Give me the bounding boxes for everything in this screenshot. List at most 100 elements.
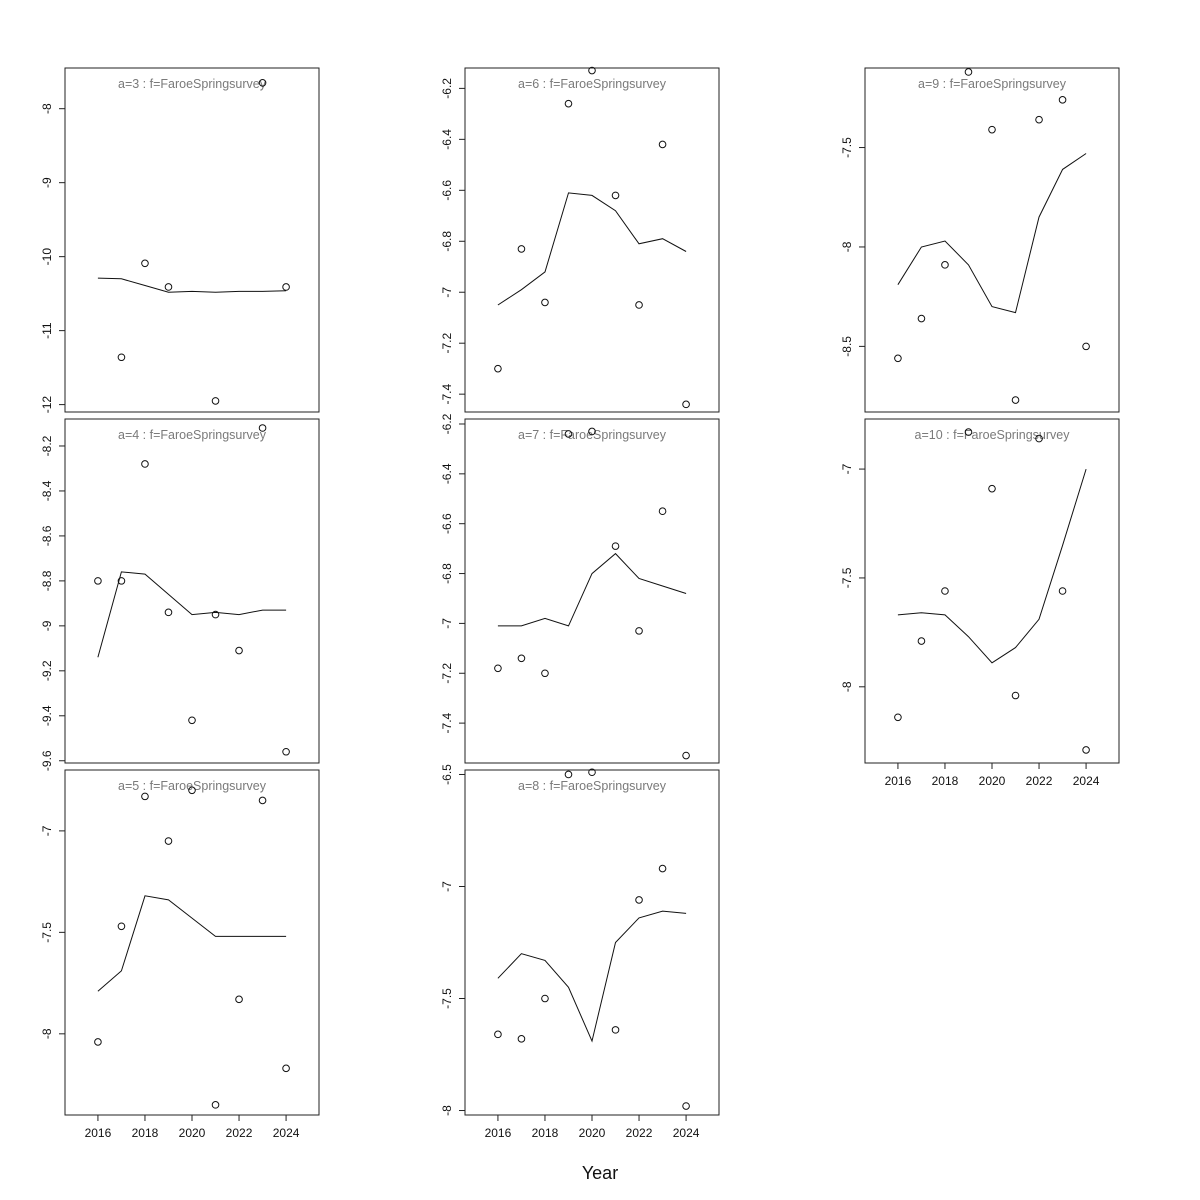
panel-title: a=9 : f=FaroeSpringsurvey xyxy=(918,77,1067,91)
observed-point xyxy=(282,283,290,291)
observed-point xyxy=(988,484,996,493)
y-tick-label: -7.5 xyxy=(40,922,54,943)
panel-7: a=9 : f=FaroeSpringsurvey -8.5 -8 -7.5 xyxy=(840,67,1120,413)
panel-title: a=4 : f=FaroeSpringsurvey xyxy=(118,428,267,442)
observed-point xyxy=(141,792,149,801)
x-tick-label: 2016 xyxy=(485,1126,512,1140)
fitted-line xyxy=(97,895,287,992)
y-tick-label: -7 xyxy=(440,881,454,892)
y-tick-label: -8.5 xyxy=(840,336,854,357)
y-tick-label: -6.6 xyxy=(440,513,454,534)
observed-point xyxy=(588,427,596,436)
y-tick-label: -7.2 xyxy=(440,663,454,684)
y-tick-label: -12 xyxy=(40,396,54,414)
panel-1: a=3 : f=FaroeSpringsurvey -12 -11 -10 -9 -8 xyxy=(40,67,320,414)
x-tick-label: 2022 xyxy=(626,1126,653,1140)
y-tick-label: -8.6 xyxy=(40,525,54,546)
observed-point xyxy=(917,314,926,323)
panel-frame xyxy=(464,769,720,1116)
observed-point xyxy=(258,78,267,87)
observed-point xyxy=(282,747,290,756)
observed-point xyxy=(211,610,220,619)
panel-frame xyxy=(464,67,720,413)
observed-point xyxy=(1058,96,1067,104)
observed-point xyxy=(141,259,149,268)
panel-frame xyxy=(864,418,1120,764)
y-tick-label: -8 xyxy=(40,103,54,114)
x-tick-label: 2022 xyxy=(226,1126,253,1140)
y-tick-label: -7 xyxy=(440,287,454,298)
observed-point xyxy=(164,837,173,845)
y-tick-label: -9 xyxy=(40,620,54,631)
y-tick-label: -7.5 xyxy=(840,567,854,588)
panel-title: a=5 : f=FaroeSpringsurvey xyxy=(118,779,267,793)
y-tick-label: -11 xyxy=(40,322,54,339)
observed-point xyxy=(611,542,620,550)
fitted-line xyxy=(897,153,1087,314)
observed-point xyxy=(894,354,902,363)
observed-point xyxy=(635,896,643,904)
observed-point xyxy=(611,1026,620,1034)
observed-point xyxy=(682,751,690,760)
fitted-line xyxy=(497,910,687,1043)
y-tick-label: -8.8 xyxy=(40,570,54,591)
y-tick-label: -7.4 xyxy=(440,712,454,733)
y-tick-label: -7 xyxy=(440,618,454,629)
observed-point xyxy=(564,99,573,108)
y-tick-label: -8.2 xyxy=(40,435,54,456)
observed-point xyxy=(164,608,173,617)
panel-frame xyxy=(64,67,320,413)
observed-point xyxy=(188,786,196,795)
observed-point xyxy=(682,1102,690,1110)
y-tick-label: -8 xyxy=(840,241,854,252)
y-tick-label: -7.4 xyxy=(440,384,454,405)
observed-point xyxy=(1011,396,1020,404)
panel-6: a=8 : f=FaroeSpringsurvey -8 -7.5 -7 -6.5 201… xyxy=(440,764,720,1140)
panel-frame xyxy=(64,769,320,1116)
y-tick-label: -7.5 xyxy=(840,137,854,158)
y-tick-label: -6.2 xyxy=(440,78,454,99)
y-tick-label: -6.6 xyxy=(440,180,454,201)
panel-title: a=3 : f=FaroeSpringsurvey xyxy=(118,77,267,91)
x-tick-label: 2018 xyxy=(932,774,959,788)
y-tick-label: -9.2 xyxy=(40,660,54,681)
observed-point xyxy=(964,68,973,76)
observed-point xyxy=(682,400,690,409)
observed-point xyxy=(541,669,549,678)
x-tick-label: 2020 xyxy=(179,1126,206,1140)
observed-point xyxy=(941,261,949,269)
observed-point xyxy=(164,283,173,291)
x-tick-label: 2024 xyxy=(1073,774,1100,788)
observed-point xyxy=(258,796,267,805)
panel-title: a=8 : f=FaroeSpringsurvey xyxy=(518,779,667,793)
x-tick-label: 2016 xyxy=(85,1126,112,1140)
y-tick-label: -8 xyxy=(440,1105,454,1116)
observed-point xyxy=(1035,115,1043,124)
observed-point xyxy=(611,191,620,200)
observed-point xyxy=(117,922,126,931)
observed-point xyxy=(117,577,126,585)
panel-5: a=7 : f=FaroeSpringsurvey-7.4-7.2-7-6.8-… xyxy=(440,413,720,764)
x-axis-label: Year xyxy=(582,1163,618,1183)
x-tick-label: 2020 xyxy=(979,774,1006,788)
observed-point xyxy=(658,507,667,516)
observed-point xyxy=(964,428,973,436)
observed-point xyxy=(1035,434,1043,443)
y-tick-label: -6.2 xyxy=(440,413,454,434)
y-tick-label: -9.4 xyxy=(40,705,54,726)
observed-point xyxy=(494,364,502,373)
panel-title: a=10 : f=FaroeSpringsurvey xyxy=(915,428,1071,442)
observed-point xyxy=(658,864,667,873)
fitted-line xyxy=(97,277,287,293)
y-tick-label: -7 xyxy=(40,825,54,836)
observed-point xyxy=(941,587,949,595)
y-tick-label: -8 xyxy=(40,1028,54,1039)
observed-point xyxy=(211,397,220,405)
observed-point xyxy=(1011,691,1020,700)
panel-4: a=6 : f=FaroeSpringsurvey -7.4 -7.2 -7 -6.8 -… xyxy=(440,66,720,413)
observed-point xyxy=(658,140,667,149)
x-tick-label: 2018 xyxy=(132,1126,159,1140)
observed-point xyxy=(1082,342,1090,351)
y-tick-label: -8.4 xyxy=(40,480,54,501)
